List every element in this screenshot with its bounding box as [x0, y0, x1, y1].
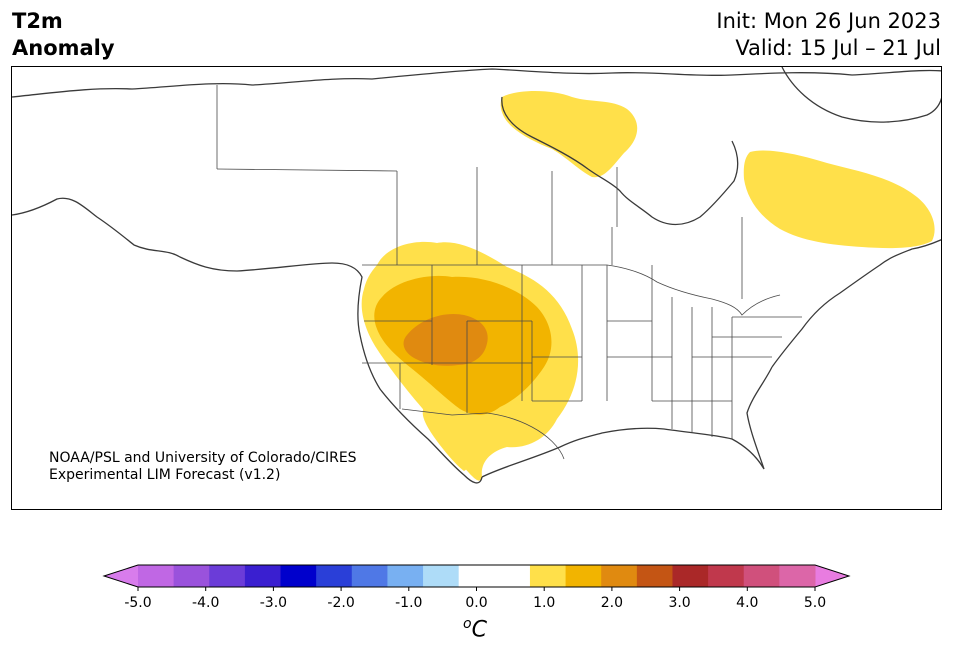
- us-states-east: [581, 265, 802, 439]
- colorbar-swatch: [316, 565, 353, 587]
- colorbar-swatch: [387, 565, 424, 587]
- hudson-bay-coast: [501, 96, 739, 226]
- colorbar-units: oC: [463, 616, 487, 642]
- colorbar-max-extension: [815, 565, 849, 587]
- colorbar-tick-label: -5.0: [124, 595, 151, 611]
- gulf-coast: [481, 366, 773, 478]
- map-title: T2m Anomaly: [12, 8, 115, 62]
- units-celsius: C: [471, 617, 487, 643]
- valid-date: Valid: 15 Jul – 21 Jul: [735, 36, 941, 60]
- colorbar-swatch: [779, 565, 816, 587]
- coastlines: [12, 67, 941, 484]
- us-mexico-border: [401, 408, 565, 460]
- init-date: Init: Mon 26 Jun 2023: [716, 9, 941, 33]
- colorbar-swatch: [209, 565, 246, 587]
- atlantic-coast: [771, 239, 941, 368]
- colorbar-tick-label: 5.0: [804, 595, 826, 611]
- colorbar-swatch: [173, 565, 210, 587]
- map-panel: [11, 66, 942, 510]
- colorbar-tick-label: 3.0: [668, 595, 690, 611]
- colorbar-swatch: [138, 565, 175, 587]
- title-line-2: Anomaly: [12, 36, 115, 60]
- us-canada-border: [362, 264, 781, 316]
- credit-text: NOAA/PSL and University of Colorado/CIRE…: [49, 450, 357, 484]
- colorbar-swatch: [280, 565, 317, 587]
- arctic-coast: [12, 68, 941, 98]
- colorbar-swatch: [458, 565, 495, 587]
- colorbar-tick-label: 0.0: [465, 595, 487, 611]
- units-degree: o: [463, 616, 472, 632]
- anomaly-level-1-quebec: [743, 150, 935, 249]
- colorbar-swatch: [743, 565, 780, 587]
- colorbar-swatch: [494, 565, 531, 587]
- forecast-dates: Init: Mon 26 Jun 2023 Valid: 15 Jul – 21…: [716, 8, 941, 62]
- greenland-coast: [781, 67, 941, 123]
- colorbar-tick-label: -2.0: [327, 595, 354, 611]
- colorbar-min-extension: [104, 565, 138, 587]
- colorbar-tick-label: 4.0: [736, 595, 758, 611]
- colorbar-swatch: [244, 565, 282, 587]
- north-america-map: [12, 67, 941, 484]
- colorbar-swatch: [672, 565, 709, 587]
- political-borders: [216, 85, 802, 460]
- colorbar-tick-label: -1.0: [395, 595, 422, 611]
- colorbar-tick-label: 1.0: [533, 595, 555, 611]
- colorbar-swatch: [565, 565, 602, 587]
- pacific-coast: [12, 197, 483, 484]
- colorbar-tick-label: -4.0: [192, 595, 219, 611]
- title-line-1: T2m: [12, 9, 63, 33]
- credit-line-1: NOAA/PSL and University of Colorado/CIRE…: [49, 450, 357, 466]
- colorbar-swatch: [351, 565, 388, 587]
- colorbar-swatch: [601, 565, 638, 587]
- colorbar-swatch: [636, 565, 673, 587]
- us-states-west: [362, 265, 583, 413]
- colorbar-tick-label: 2.0: [601, 595, 623, 611]
- anomaly-level-1-hudson: [500, 91, 638, 178]
- colorbar: -5.0 -4.0 -3.0 -2.0 -1.0 0.0 1.0 2.0 3.0 4.0 5.0: [102, 564, 851, 611]
- anomaly-fills: [361, 91, 935, 481]
- anomaly-level-1-baja: [422, 407, 467, 471]
- colorbar-tick-label: -3.0: [260, 595, 287, 611]
- colorbar-swatch: [708, 565, 745, 587]
- canada-provinces: [216, 167, 743, 299]
- credit-line-2: Experimental LIM Forecast (v1.2): [49, 467, 281, 483]
- colorbar-swatch: [529, 565, 567, 587]
- colorbar-swatch: [423, 565, 460, 587]
